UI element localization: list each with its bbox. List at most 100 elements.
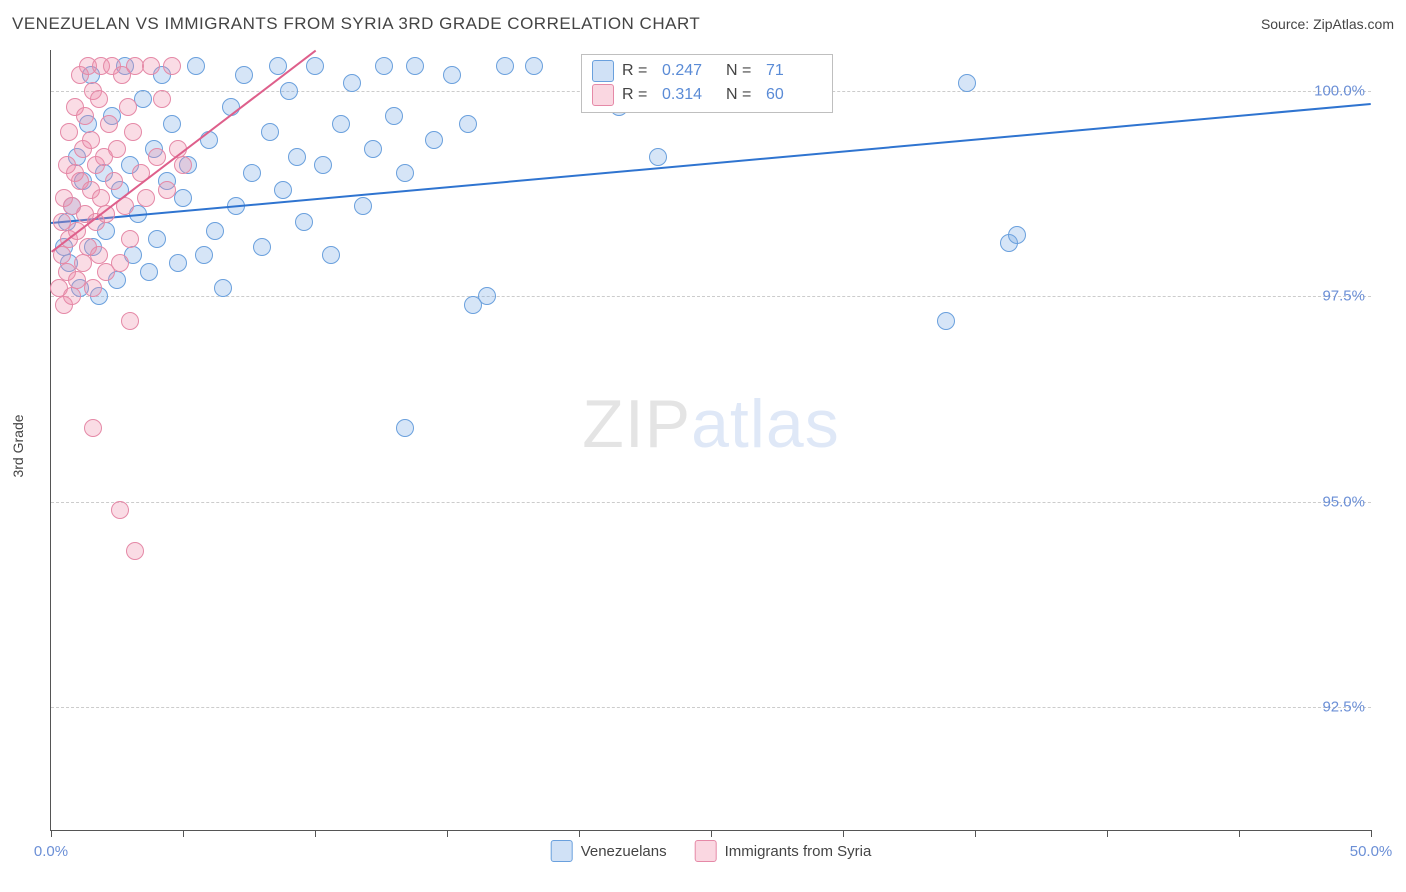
data-point-syria xyxy=(92,189,110,207)
legend-r-value: 0.247 xyxy=(662,59,718,83)
data-point-venezuelans xyxy=(406,57,424,75)
legend-swatch-venezuelans xyxy=(551,840,573,862)
legend-r-label: R = xyxy=(622,83,654,107)
data-point-venezuelans xyxy=(163,115,181,133)
data-point-venezuelans xyxy=(214,279,232,297)
data-point-syria xyxy=(124,123,142,141)
data-point-syria xyxy=(153,90,171,108)
data-point-venezuelans xyxy=(443,66,461,84)
x-tick xyxy=(843,830,844,837)
y-axis-title: 3rd Grade xyxy=(10,414,26,477)
data-point-venezuelans xyxy=(1008,226,1026,244)
x-tick xyxy=(51,830,52,837)
gridline xyxy=(51,707,1371,708)
y-tick-label: 100.0% xyxy=(1314,83,1365,100)
x-tick xyxy=(315,830,316,837)
source-label: Source: xyxy=(1261,16,1313,32)
watermark-zip: ZIP xyxy=(582,386,691,462)
legend-item-venezuelans: Venezuelans xyxy=(551,840,667,862)
x-tick xyxy=(1107,830,1108,837)
x-tick xyxy=(447,830,448,837)
data-point-venezuelans xyxy=(396,419,414,437)
data-point-venezuelans xyxy=(206,222,224,240)
data-point-venezuelans xyxy=(385,107,403,125)
legend-n-label: N = xyxy=(726,83,758,107)
data-point-syria xyxy=(90,90,108,108)
legend-n-label: N = xyxy=(726,59,758,83)
chart-title: VENEZUELAN VS IMMIGRANTS FROM SYRIA 3RD … xyxy=(12,14,700,34)
data-point-venezuelans xyxy=(274,181,292,199)
watermark-atlas: atlas xyxy=(691,386,840,462)
legend-r-label: R = xyxy=(622,59,654,83)
legend-swatch-syria xyxy=(592,84,614,106)
data-point-venezuelans xyxy=(253,238,271,256)
data-point-venezuelans xyxy=(288,148,306,166)
data-point-venezuelans xyxy=(148,230,166,248)
data-point-venezuelans xyxy=(169,254,187,272)
data-point-syria xyxy=(90,246,108,264)
data-point-venezuelans xyxy=(174,189,192,207)
legend-n-value: 60 xyxy=(766,83,822,107)
source-name: ZipAtlas.com xyxy=(1313,16,1394,32)
x-tick xyxy=(579,830,580,837)
y-tick-label: 97.5% xyxy=(1322,288,1365,305)
data-point-syria xyxy=(121,312,139,330)
data-point-venezuelans xyxy=(425,131,443,149)
data-point-venezuelans xyxy=(459,115,477,133)
legend-n-value: 71 xyxy=(766,59,822,83)
data-point-venezuelans xyxy=(295,213,313,231)
data-point-syria xyxy=(148,148,166,166)
data-point-venezuelans xyxy=(306,57,324,75)
data-point-venezuelans xyxy=(343,74,361,92)
data-point-venezuelans xyxy=(195,246,213,264)
data-point-syria xyxy=(111,254,129,272)
data-point-venezuelans xyxy=(496,57,514,75)
data-point-venezuelans xyxy=(314,156,332,174)
data-point-syria xyxy=(121,230,139,248)
data-point-venezuelans xyxy=(322,246,340,264)
data-point-venezuelans xyxy=(140,263,158,281)
y-tick-label: 95.0% xyxy=(1322,493,1365,510)
data-point-syria xyxy=(158,181,176,199)
x-tick-label: 0.0% xyxy=(34,843,68,860)
source-attribution: Source: ZipAtlas.com xyxy=(1261,16,1394,32)
watermark: ZIPatlas xyxy=(582,385,839,463)
scatter-plot-area: ZIPatlas 92.5%95.0%97.5%100.0%0.0%50.0%R… xyxy=(50,50,1371,831)
legend-series: Venezuelans Immigrants from Syria xyxy=(551,840,872,862)
data-point-venezuelans xyxy=(332,115,350,133)
legend-label-venezuelans: Venezuelans xyxy=(581,843,667,860)
data-point-venezuelans xyxy=(937,312,955,330)
x-tick xyxy=(183,830,184,837)
legend-stats-row-venezuelans: R = 0.247 N = 71 xyxy=(592,59,822,83)
data-point-syria xyxy=(82,131,100,149)
data-point-syria xyxy=(137,189,155,207)
legend-swatch-venezuelans xyxy=(592,60,614,82)
data-point-venezuelans xyxy=(364,140,382,158)
x-tick-label: 50.0% xyxy=(1350,843,1393,860)
data-point-venezuelans xyxy=(134,90,152,108)
legend-stats: R = 0.247 N = 71 R = 0.314 N = 60 xyxy=(581,54,833,113)
x-tick xyxy=(711,830,712,837)
data-point-syria xyxy=(108,140,126,158)
gridline xyxy=(51,296,1371,297)
data-point-syria xyxy=(174,156,192,174)
gridline xyxy=(51,502,1371,503)
data-point-syria xyxy=(84,279,102,297)
data-point-syria xyxy=(105,172,123,190)
data-point-syria xyxy=(63,287,81,305)
legend-r-value: 0.314 xyxy=(662,83,718,107)
data-point-syria xyxy=(111,501,129,519)
data-point-syria xyxy=(119,98,137,116)
data-point-venezuelans xyxy=(235,66,253,84)
legend-item-syria: Immigrants from Syria xyxy=(695,840,872,862)
data-point-venezuelans xyxy=(354,197,372,215)
data-point-venezuelans xyxy=(187,57,205,75)
data-point-syria xyxy=(126,542,144,560)
x-tick xyxy=(1239,830,1240,837)
data-point-venezuelans xyxy=(261,123,279,141)
data-point-venezuelans xyxy=(958,74,976,92)
legend-stats-row-syria: R = 0.314 N = 60 xyxy=(592,83,822,107)
legend-swatch-syria xyxy=(695,840,717,862)
data-point-syria xyxy=(60,123,78,141)
data-point-venezuelans xyxy=(525,57,543,75)
